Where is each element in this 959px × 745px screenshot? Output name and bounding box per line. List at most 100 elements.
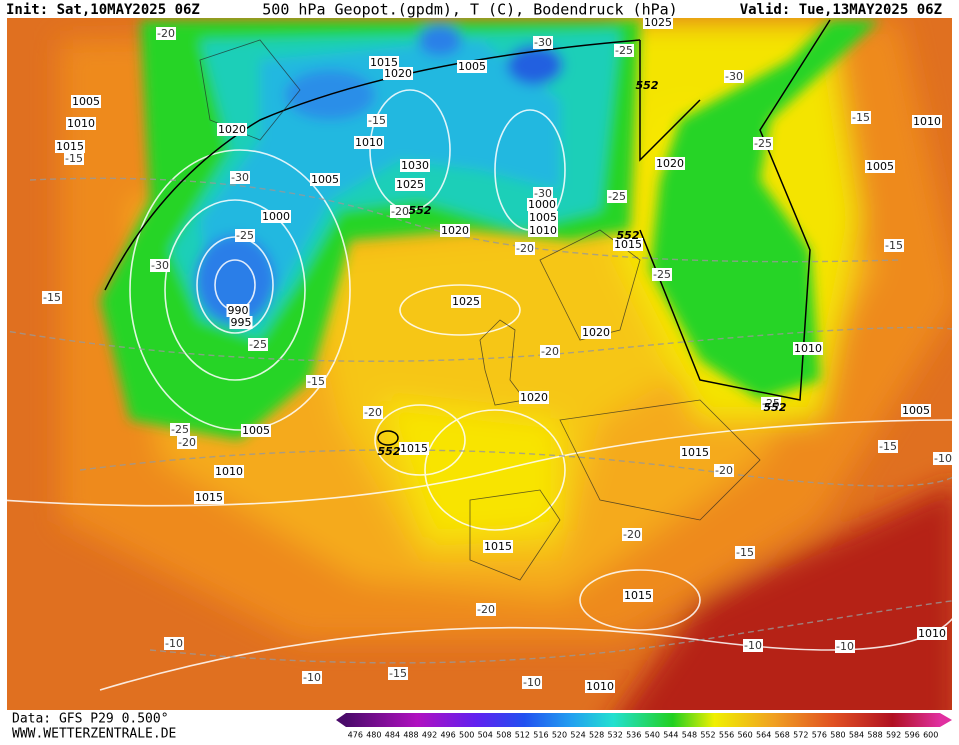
geopotential-label: 552 (378, 445, 401, 458)
pressure-label: 1025 (396, 178, 424, 191)
pressure-label: 1015 (681, 446, 709, 459)
colorbar-tick-label: 496 (440, 731, 455, 740)
temperature-label-group: -10 (743, 639, 763, 652)
temperature-label-group: -30 (533, 36, 553, 49)
temperature-label: -10 (303, 671, 321, 684)
pressure-label: 1020 (582, 326, 610, 339)
temperature-label: -10 (934, 452, 952, 465)
pressure-label: 1015 (195, 491, 223, 504)
pressure-label-group: 1005 (71, 95, 101, 108)
pressure-label: 1005 (902, 404, 930, 417)
temperature-label-group: -20 (622, 528, 642, 541)
temperature-label: -10 (836, 640, 854, 653)
pressure-label: 1000 (528, 198, 556, 211)
colorbar-tick-label: 552 (700, 731, 715, 740)
pressure-label: 1015 (370, 56, 398, 69)
temperature-label: -15 (65, 152, 83, 165)
pressure-label-group: 1020 (440, 224, 470, 237)
temperature-label-group: -25 (607, 190, 627, 203)
pressure-label: 1005 (311, 173, 339, 186)
colorbar-tick-label: 476 (348, 731, 363, 740)
colorbar-tick-label: 512 (515, 731, 530, 740)
colorbar-tick-label: 576 (812, 731, 827, 740)
label-box (383, 67, 413, 80)
label-box (527, 198, 557, 211)
label-box (643, 16, 673, 29)
pressure-label-group: 1010 (912, 115, 942, 128)
label-box (753, 137, 773, 150)
temperature-label-group: -20 (177, 436, 197, 449)
pressure-label-group: 1015 (399, 442, 429, 455)
temperature-label-group: -10 (933, 452, 953, 465)
colorbar-tick-label: 548 (682, 731, 697, 740)
pressure-label-group: 1015 (680, 446, 710, 459)
label-box (400, 159, 430, 172)
colorbar-tick-label: 584 (849, 731, 864, 740)
pressure-label-group: 1020 (383, 67, 413, 80)
temperature-label: -20 (623, 528, 641, 541)
pressure-label: 1015 (56, 140, 84, 153)
pressure-label-group: 1015 (369, 56, 399, 69)
pressure-label: 1005 (72, 95, 100, 108)
label-box (302, 671, 322, 684)
temperature-label-group: -25 (614, 44, 634, 57)
temperature-label: -25 (249, 338, 267, 351)
temperature-label: -20 (715, 464, 733, 477)
label-box (241, 424, 271, 437)
temperature-label: -10 (523, 676, 541, 689)
temperature-label-group: -25 (753, 137, 773, 150)
pressure-label: 995 (231, 316, 252, 329)
temperature-label: -10 (744, 639, 762, 652)
label-box (917, 627, 947, 640)
label-box (533, 187, 553, 200)
pressure-label: 1020 (520, 391, 548, 404)
temperature-label: -15 (368, 114, 386, 127)
label-box (457, 60, 487, 73)
colorbar-gradient (346, 713, 940, 727)
temperature-label: -20 (178, 436, 196, 449)
pressure-label: 990 (228, 304, 249, 317)
pressure-label: 1020 (384, 67, 412, 80)
pressure-label: 1020 (441, 224, 469, 237)
geopotential-label: 552 (764, 401, 787, 414)
temperature-label-group: -25 (652, 268, 672, 281)
label-box (724, 70, 744, 83)
pressure-label: 1010 (529, 224, 557, 237)
label-box (607, 190, 627, 203)
temperature-label: -30 (231, 171, 249, 184)
pressure-label-group: 1020 (581, 326, 611, 339)
label-box (66, 117, 96, 130)
temperature-label-group: -25 (170, 423, 190, 436)
temperature-label-group: -15 (735, 546, 755, 559)
label-box (581, 326, 611, 339)
temperature-label: -20 (364, 406, 382, 419)
pressure-label: 1020 (656, 157, 684, 170)
label-box (170, 423, 190, 436)
temperature-label-group: -10 (164, 637, 184, 650)
colorbar-tick-label: 592 (886, 731, 901, 740)
pressure-label-group: 1010 (528, 224, 558, 237)
pressure-label: 1025 (644, 16, 672, 29)
label-box (367, 114, 387, 127)
label-box (655, 157, 685, 170)
label-box (214, 465, 244, 478)
pressure-label-group: 1010 (66, 117, 96, 130)
label-box (519, 391, 549, 404)
valid-time: Valid: Tue,13MAY2025 06Z (740, 2, 942, 18)
temperature-label-group: -15 (884, 239, 904, 252)
temperature-label: -25 (754, 137, 772, 150)
label-box (261, 210, 291, 223)
temperature-label-group: -30 (533, 187, 553, 200)
pressure-label-group: 1015 (623, 589, 653, 602)
colorbar-tick-label: 580 (830, 731, 845, 740)
colorbar-high-arrow (940, 713, 952, 727)
label-box (622, 528, 642, 541)
pressure-label: 1010 (67, 117, 95, 130)
colorbar-tick-label: 588 (867, 731, 882, 740)
label-box (363, 406, 383, 419)
pressure-label: 1000 (262, 210, 290, 223)
label-box (540, 345, 560, 358)
pressure-label: 1015 (614, 238, 642, 251)
temperature-label: -20 (391, 205, 409, 218)
